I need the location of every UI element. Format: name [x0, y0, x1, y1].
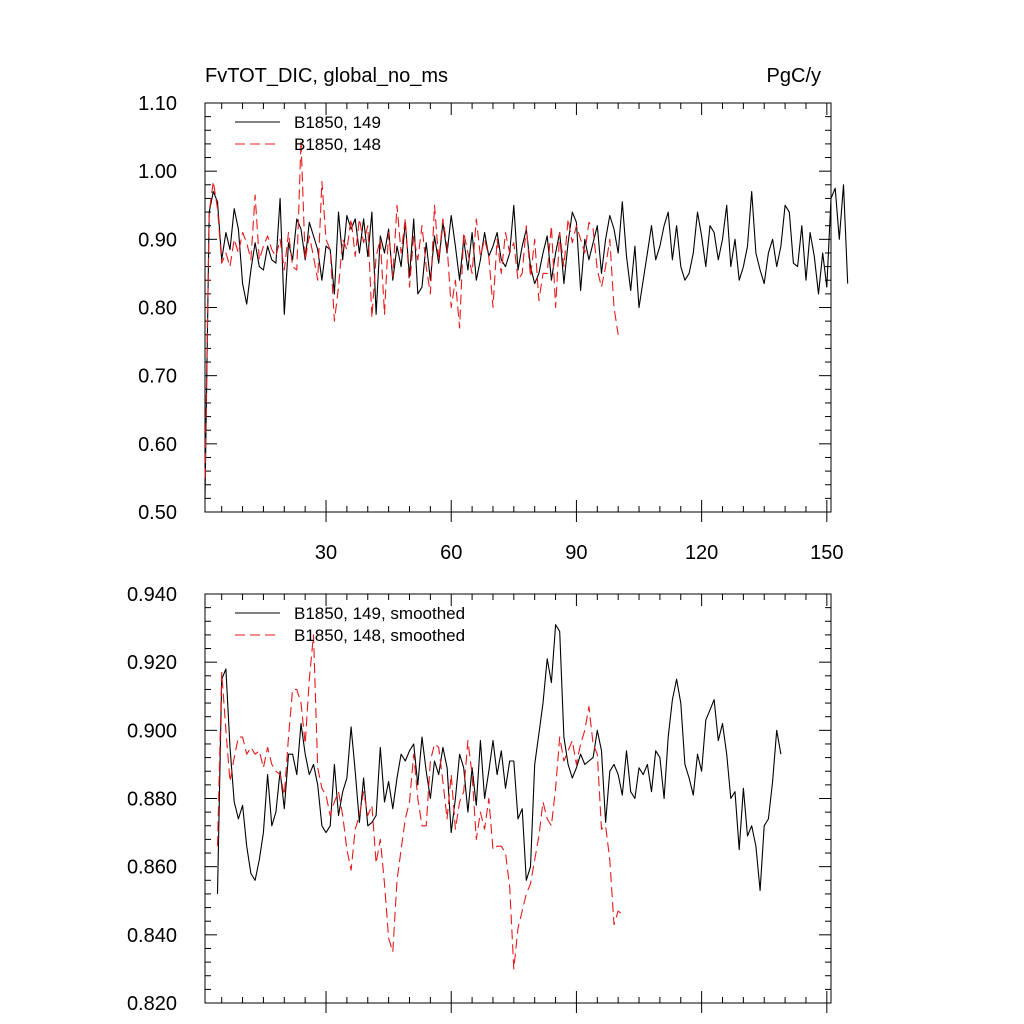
bottom-ytick-label: 0.920 [127, 652, 177, 674]
top-panel-series [204, 139, 849, 499]
bottom-panel: 0.820 0.840 0.860 0.880 0.900 0.920 0.940 B185… [127, 584, 832, 1015]
bottom-ytick-label: 0.900 [127, 720, 177, 742]
top-xtick-label: 150 [810, 542, 843, 564]
top-panel-ticks: 0.50 0.60 0.70 0.80 0.90 1.00 1.10 30 60 90 120 150 [138, 93, 843, 564]
top-xtick-label: 60 [440, 542, 462, 564]
bottom-panel-series [216, 624, 782, 970]
top-ytick-label: 0.50 [138, 502, 177, 524]
top-series-b1850-149 [204, 184, 849, 499]
top-legend-label-148: B1850, 148 [294, 135, 381, 154]
top-ytick-label: 0.60 [138, 434, 177, 456]
top-panel: FvTOT_DIC, global_no_ms PgC/y 0.500.600.… [138, 65, 849, 564]
top-xtick-label: 120 [685, 542, 718, 564]
bottom-legend-label-148: B1850, 148, smoothed [294, 626, 465, 645]
bottom-ytick-label: 0.860 [127, 857, 177, 879]
bottom-series-b1850-149-smoothed [216, 624, 782, 894]
bottom-ytick-label: 0.880 [127, 789, 177, 811]
top-series-b1850-148 [204, 139, 619, 478]
top-legend-label-149: B1850, 149 [294, 113, 381, 132]
top-ytick-label: 0.80 [138, 298, 177, 320]
top-xtick-label: 30 [315, 542, 337, 564]
top-xtick-label: 90 [565, 542, 587, 564]
top-ytick-label: 0.90 [138, 229, 177, 251]
bottom-ytick-label: 0.840 [127, 925, 177, 947]
top-panel-legend: B1850, 149 B1850, 148 [235, 113, 381, 154]
bottom-legend-label-149: B1850, 149, smoothed [294, 604, 465, 623]
bottom-ytick-label: 0.820 [127, 993, 177, 1015]
bottom-panel-legend: B1850, 149, smoothed B1850, 148, smoothe… [235, 604, 465, 645]
top-panel-title-right: PgC/y [767, 65, 821, 87]
top-ytick-label: 1.10 [138, 93, 177, 115]
top-ytick-label: 1.00 [138, 161, 177, 183]
bottom-ytick-label: 0.940 [127, 584, 177, 606]
top-panel-plot-frame [204, 102, 832, 513]
top-panel-title-left: FvTOT_DIC, global_no_ms [205, 65, 448, 87]
bottom-series-b1850-148-smoothed [216, 634, 623, 970]
bottom-panel-ticks: 0.820 0.840 0.860 0.880 0.900 0.920 0.940 [127, 584, 831, 1015]
bottom-panel-plot-frame [204, 593, 832, 1004]
top-ytick-label: 0.70 [138, 366, 177, 388]
